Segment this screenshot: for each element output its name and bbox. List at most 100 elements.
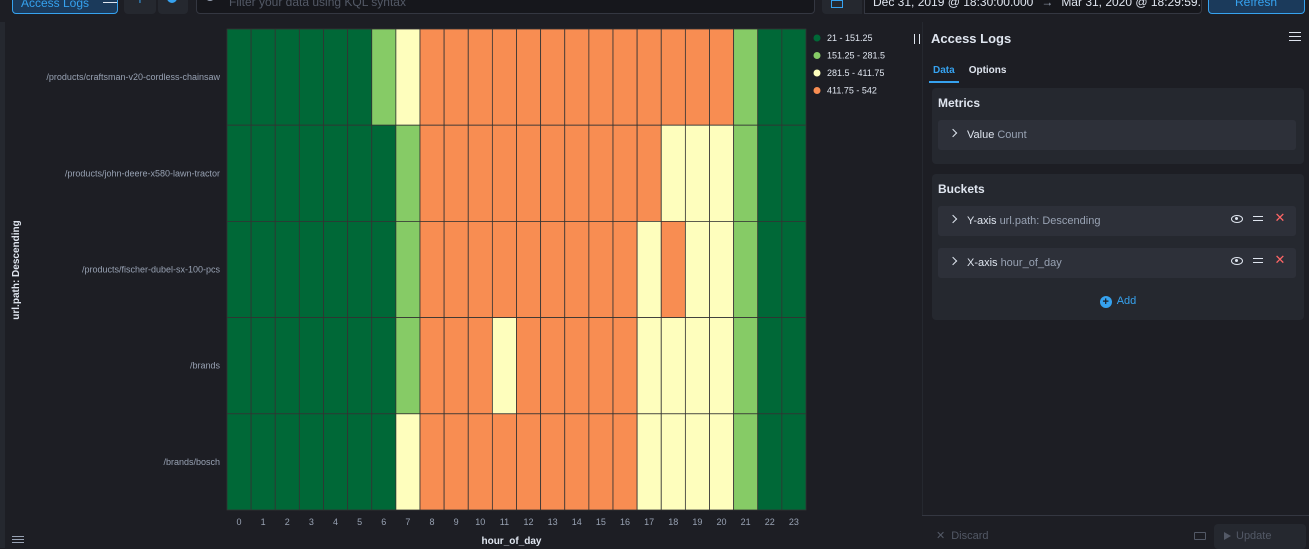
x-tick-label: 11 — [500, 517, 509, 527]
heatmap-cell — [419, 317, 445, 415]
close-icon[interactable]: ✕ — [1274, 210, 1286, 225]
play-icon — [1224, 532, 1231, 540]
x-tick-label: 3 — [309, 517, 314, 527]
y-tick-label: /products/fischer-dubel-sx-100-pcs — [82, 265, 221, 275]
y-tick-label: /products/craftsman-v20-cordless-chainsa… — [46, 72, 220, 82]
refresh-button[interactable]: Refresh — [1208, 0, 1305, 14]
chevron-down-icon — [103, 2, 117, 3]
x-tick-label: 14 — [572, 517, 582, 527]
heatmap-cell — [298, 220, 324, 318]
legend-label: 151.25 - 281.5 — [827, 51, 885, 61]
resize-handle[interactable] — [914, 34, 920, 44]
heatmap-cell — [467, 220, 493, 318]
plus-circle-icon: + — [1099, 296, 1112, 308]
keyboard-icon[interactable] — [1194, 532, 1206, 540]
heatmap-cell — [612, 28, 638, 126]
heatmap-cell — [274, 28, 300, 126]
x-tick-label: 6 — [381, 517, 386, 527]
add-filter-button[interactable]: + — [124, 0, 156, 14]
kql-placeholder: Filter your data using KQL syntax — [229, 0, 406, 9]
sidebar-title: Access Logs — [931, 31, 1012, 46]
legend-toggle-icon[interactable] — [12, 536, 24, 546]
heatmap-cell — [467, 413, 493, 511]
heatmap-cell — [757, 124, 783, 222]
y-tick-label: /products/john-deere-x580-lawn-tractor — [65, 168, 220, 178]
heatmap-cell — [347, 124, 373, 222]
discard-button[interactable]: ✕ Discard — [936, 529, 989, 542]
heatmap-cell — [781, 413, 807, 511]
heatmap-cell — [395, 220, 421, 318]
heatmap-cell — [274, 413, 300, 511]
x-axis-title: hour_of_day — [481, 536, 541, 547]
heatmap-cell — [684, 413, 710, 511]
buckets-title: Buckets — [938, 182, 985, 196]
heatmap-cell — [781, 317, 807, 415]
heatmap-cell — [226, 28, 252, 126]
add-bucket-button[interactable]: + Add — [932, 295, 1304, 308]
heatmap-cell — [540, 317, 566, 415]
heatmap-cell — [540, 28, 566, 126]
heatmap-cell — [660, 220, 686, 318]
agg-name: X-axis — [967, 257, 998, 269]
y-tick-label: /brands — [190, 361, 221, 371]
editor-bottom-bar: ✕ Discard Update — [922, 515, 1309, 549]
x-tick-label: 16 — [620, 517, 630, 527]
heatmap-cell — [467, 317, 493, 415]
drag-handle-icon[interactable] — [1253, 258, 1263, 263]
date-start[interactable]: Dec 31, 2019 @ 18:30:00.000 — [873, 0, 1034, 9]
heatmap-cell — [250, 124, 276, 222]
x-tick-label: 7 — [405, 517, 410, 527]
eye-icon[interactable] — [1231, 215, 1243, 223]
x-tick-label: 1 — [261, 517, 266, 527]
legend-swatch — [813, 34, 821, 42]
add-label: Add — [1116, 295, 1137, 307]
heatmap-cell — [612, 220, 638, 318]
chevron-right-icon[interactable] — [948, 256, 958, 266]
x-tick-label: 8 — [430, 517, 435, 527]
heatmap-cell — [660, 317, 686, 415]
collapse-sidebar-icon[interactable] — [1289, 32, 1301, 42]
close-icon[interactable]: ✕ — [1274, 252, 1286, 267]
heatmap-cell — [491, 220, 517, 318]
filter-options-button[interactable] — [158, 0, 188, 14]
chevron-right-icon[interactable] — [948, 214, 958, 224]
legend-label: 281.5 - 411.75 — [827, 68, 884, 78]
heatmap-cell — [733, 220, 759, 318]
heatmap-cell — [612, 124, 638, 222]
heatmap-cell — [684, 28, 710, 126]
metrics-title: Metrics — [938, 96, 981, 110]
heatmap-cell — [540, 124, 566, 222]
x-tick-label: 13 — [548, 517, 558, 527]
bucket-x-axis[interactable]: X-axis hour_of_day ✕ — [938, 248, 1296, 278]
heatmap-cell — [491, 317, 517, 415]
index-pattern-button[interactable]: Access Logs — [12, 0, 118, 14]
heatmap-cell — [443, 413, 469, 511]
drag-handle-icon[interactable] — [1253, 216, 1263, 221]
heatmap-cell — [781, 28, 807, 126]
date-end[interactable]: Mar 31, 2020 @ 18:29:59.999 — [1061, 0, 1201, 9]
tab-data[interactable]: Data — [929, 63, 959, 83]
heatmap-cell — [226, 220, 252, 318]
heatmap-cell — [298, 28, 324, 126]
metrics-section: Metrics Value Count — [932, 88, 1304, 164]
eye-icon[interactable] — [1231, 257, 1243, 265]
legend-label: 411.75 - 542 — [827, 86, 877, 96]
heatmap-cell — [347, 317, 373, 415]
chevron-right-icon[interactable] — [948, 128, 958, 138]
heatmap-cell — [781, 220, 807, 318]
heatmap-cell — [733, 413, 759, 511]
heatmap-cell — [564, 317, 590, 415]
heatmap-cell — [395, 317, 421, 415]
calendar-button[interactable] — [822, 0, 862, 14]
bucket-y-axis[interactable]: Y-axis url.path: Descending ✕ — [938, 206, 1296, 236]
heatmap-cell — [660, 413, 686, 511]
kql-search-input[interactable]: Filter your data using KQL syntax — [196, 0, 815, 14]
update-button[interactable]: Update — [1214, 524, 1306, 549]
date-range-picker[interactable]: Dec 31, 2019 @ 18:30:00.000 → Mar 31, 2020… — [864, 0, 1202, 14]
heatmap-cell — [443, 317, 469, 415]
heatmap-cell — [274, 220, 300, 318]
metric-value-count[interactable]: Value Count — [938, 120, 1296, 150]
tab-options[interactable]: Options — [968, 65, 1007, 76]
heatmap-cell — [588, 220, 614, 318]
heatmap-cell — [226, 124, 252, 222]
